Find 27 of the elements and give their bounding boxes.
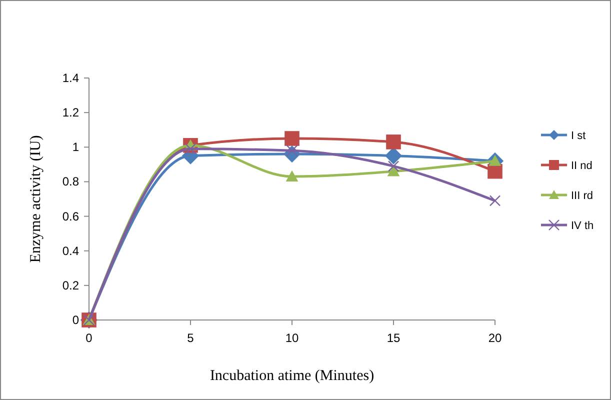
point — [388, 160, 400, 172]
point — [286, 170, 298, 182]
y-axis-title: Enzyme activity (IU) — [28, 135, 44, 263]
point — [489, 195, 501, 206]
x-tick-label: 10 — [285, 331, 299, 345]
point — [184, 143, 196, 154]
legend-label: II nd — [571, 160, 592, 172]
point — [284, 131, 300, 146]
y-tick-label: 0.8 — [62, 174, 80, 189]
legend-label: III rd — [571, 190, 594, 202]
y-tick-label: 0.2 — [62, 278, 80, 292]
x-tick-label: 0 — [86, 331, 93, 345]
y-tick-label: 0.4 — [62, 244, 80, 258]
legend-label: I st — [571, 130, 586, 142]
y-tick-label: 0.6 — [62, 209, 80, 224]
legend-label: IV th — [571, 220, 594, 232]
point — [384, 147, 402, 164]
y-tick-label: 1.4 — [62, 71, 80, 85]
point — [386, 134, 401, 150]
y-tick-label: 1.2 — [62, 106, 80, 120]
point — [488, 154, 502, 166]
x-tick-label: 5 — [187, 331, 194, 345]
x-tick-label: 20 — [488, 331, 502, 345]
y-tick-label: 1 — [72, 140, 80, 154]
y-tick-label: 0 — [72, 313, 80, 327]
x-axis-title: Incubation atime (Minutes) — [210, 368, 374, 384]
x-tick-label: 15 — [386, 331, 400, 345]
